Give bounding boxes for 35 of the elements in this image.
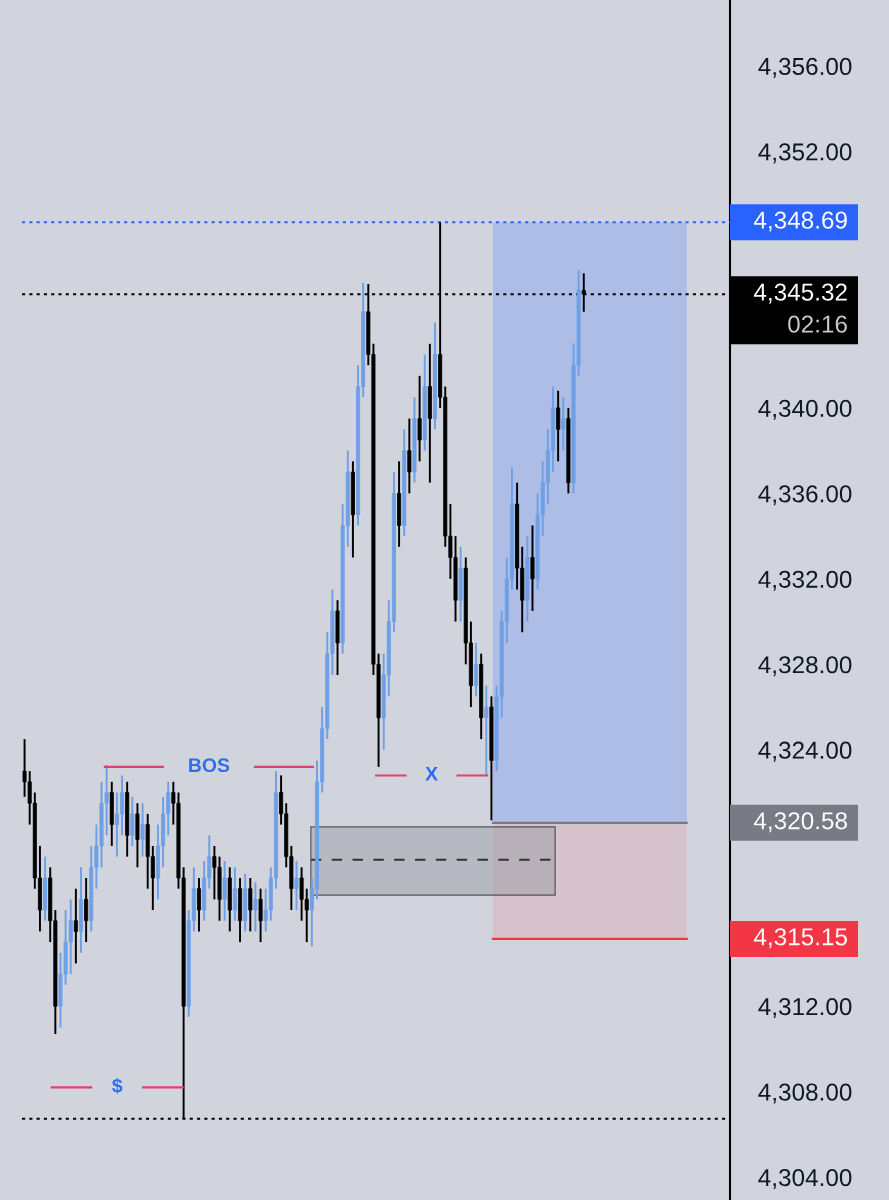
ref-line-label: X — [425, 767, 438, 781]
candlestick — [84, 877, 89, 944]
ref-line-label: 4,315.15 — [753, 928, 847, 949]
y-tick-label: 4,308.00 — [758, 1083, 852, 1104]
candlestick — [530, 524, 535, 612]
ref-line-label: 4,345.32 02:16 — [753, 283, 847, 333]
candlestick — [294, 859, 299, 912]
candlestick — [253, 881, 258, 933]
ref-line-label: $ — [112, 1077, 123, 1094]
candlestick — [140, 802, 145, 858]
y-tick-label: 4,356.00 — [758, 57, 852, 78]
candlestick — [417, 374, 422, 463]
candlestick — [232, 866, 237, 922]
candlestick — [196, 877, 202, 933]
y-tick-label: 4,340.00 — [758, 399, 852, 420]
y-tick-label: 4,304.00 — [758, 1168, 852, 1190]
candlestick — [556, 389, 561, 463]
y-tick-label: 4,312.00 — [758, 998, 852, 1019]
ref-line-label: 4,320.58 — [753, 812, 847, 833]
candlestick — [258, 887, 263, 944]
y-tick-label: 4,352.00 — [758, 143, 852, 164]
y-tick-label: 4,324.00 — [758, 741, 852, 762]
ref-line-label: 4,348.69 — [753, 211, 847, 232]
y-tick-label: 4,336.00 — [758, 485, 852, 506]
candlestick — [407, 417, 412, 495]
y-tick-label: 4,328.00 — [758, 656, 852, 677]
candlestick — [73, 887, 78, 965]
y-tick-label: 4,332.00 — [758, 570, 852, 591]
candlestick — [130, 795, 135, 847]
candlestick — [484, 684, 489, 777]
candlestick — [561, 396, 566, 452]
candlestick — [474, 641, 479, 698]
ref-line-label: BOS — [189, 758, 230, 773]
candlestick — [248, 877, 253, 933]
candlestick — [222, 859, 227, 922]
